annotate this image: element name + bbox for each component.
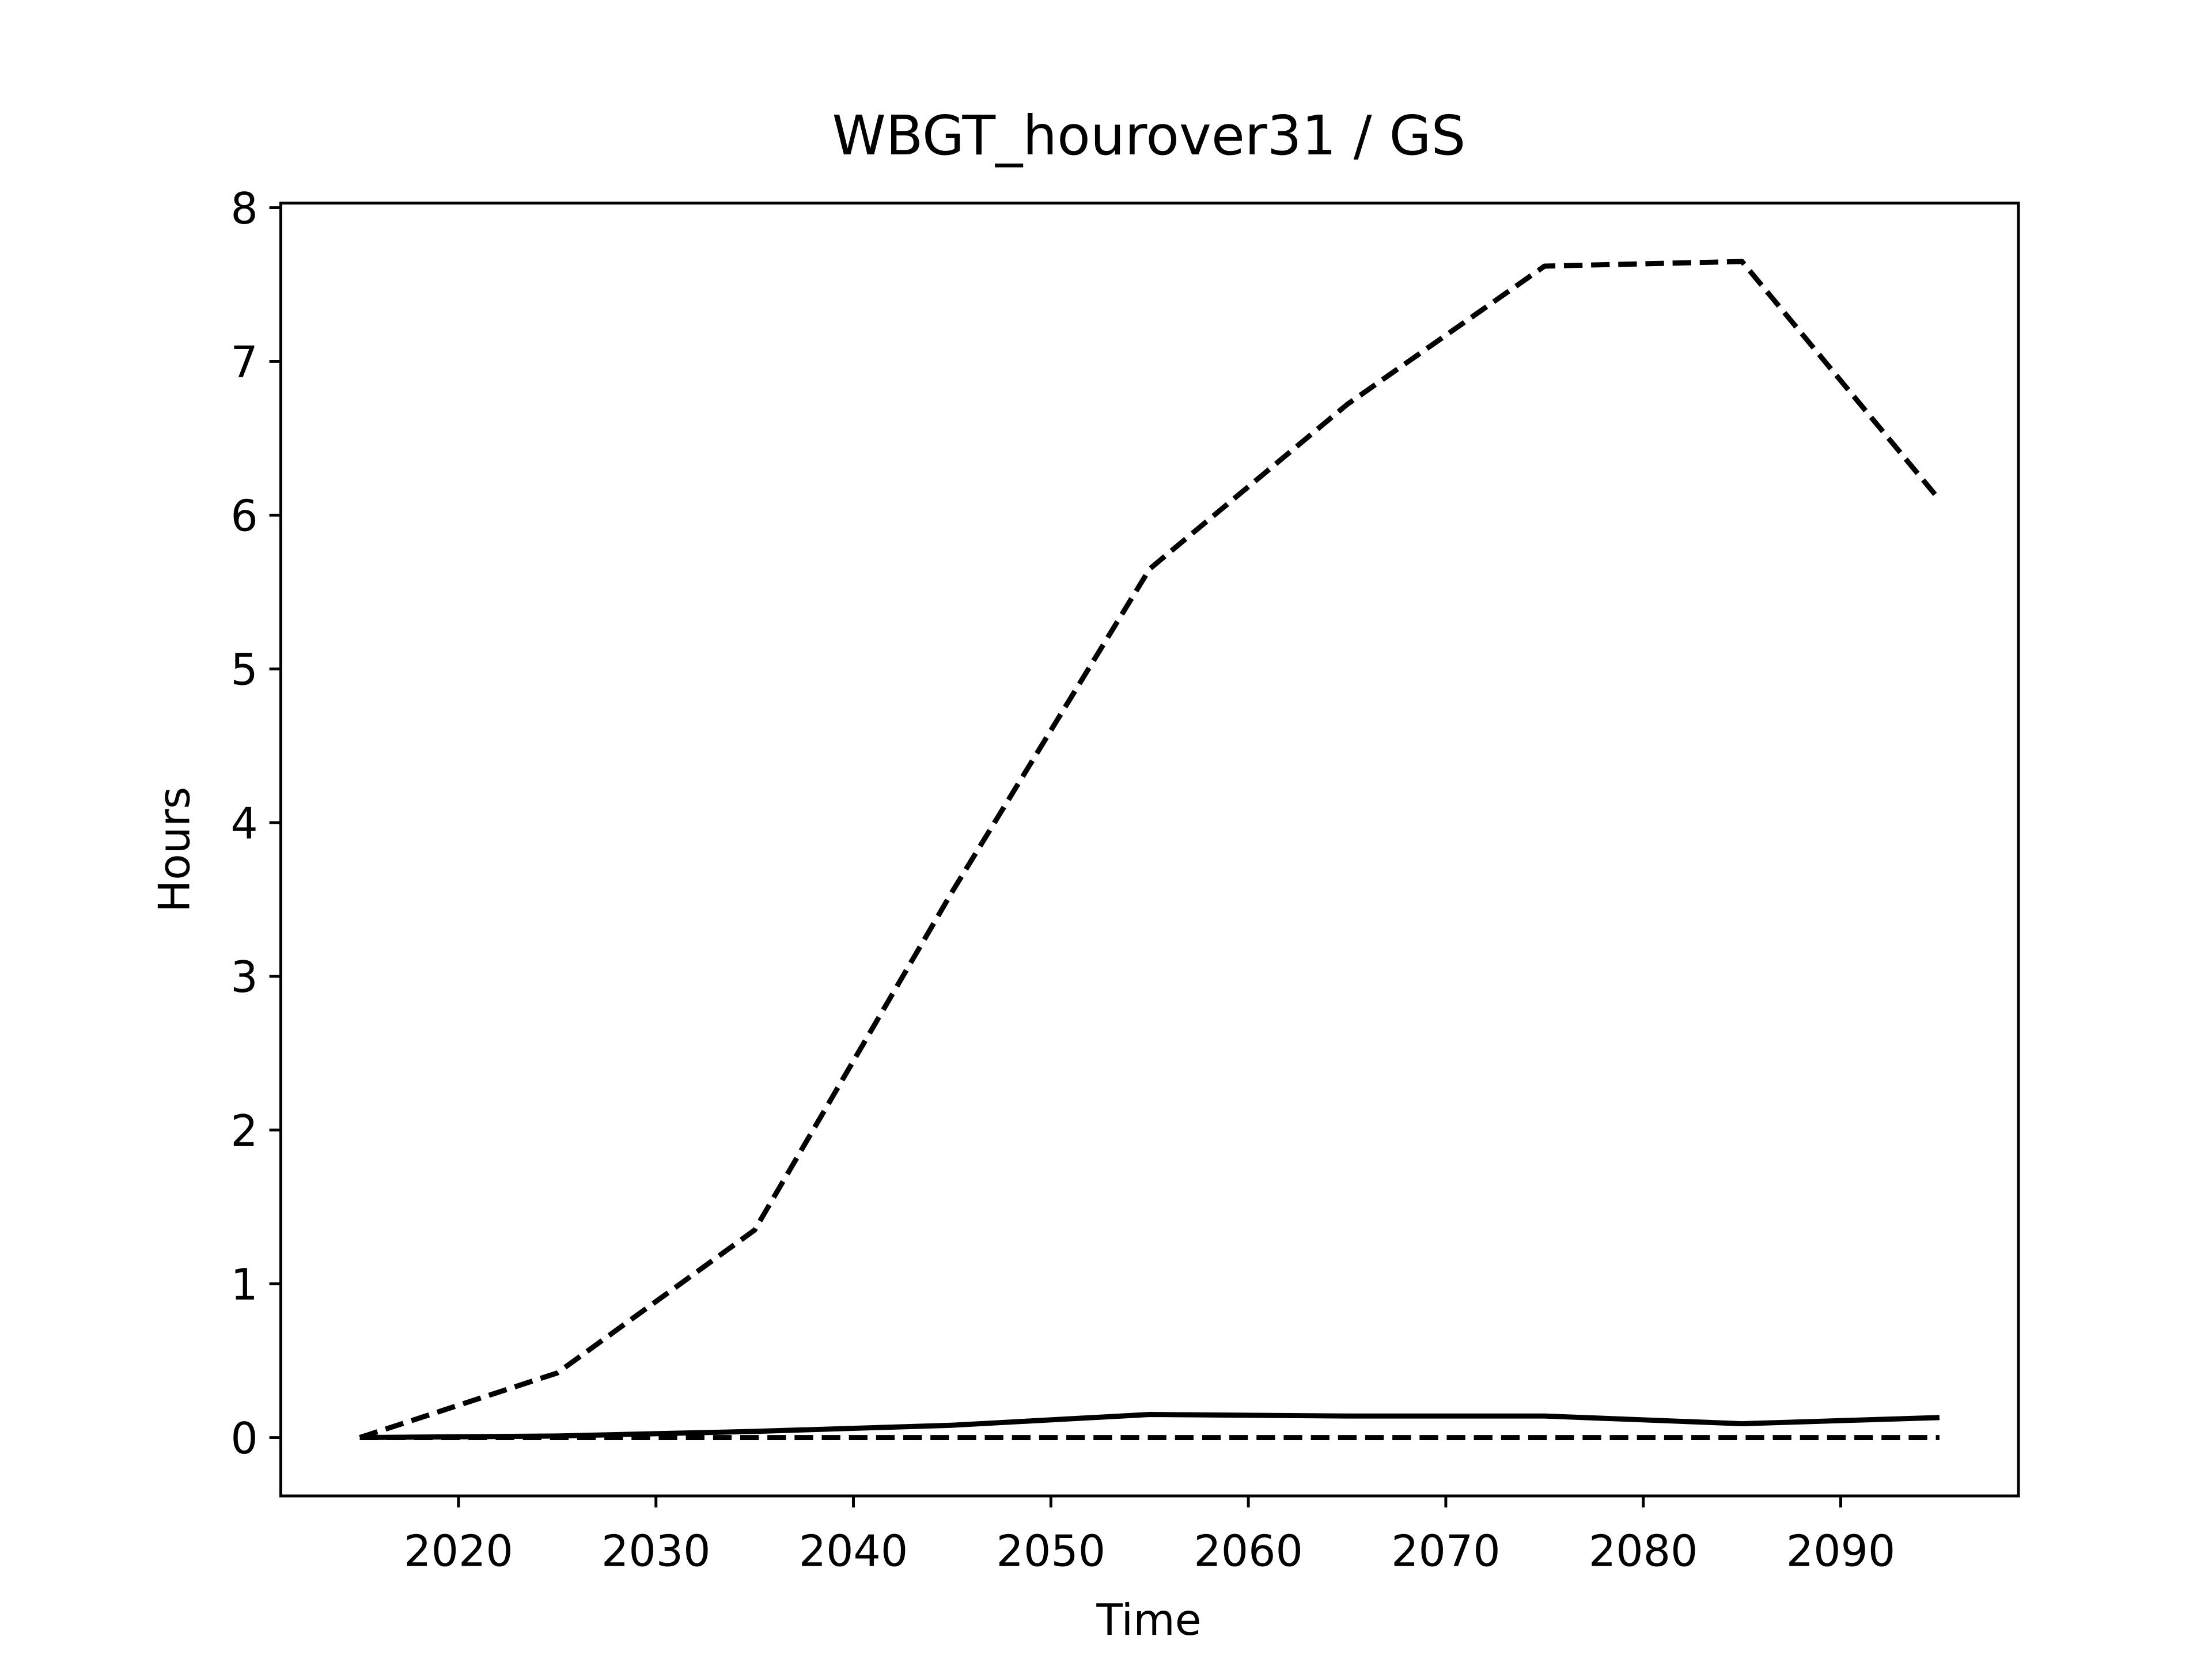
y-axis-label: Hours [150, 787, 200, 912]
y-tick-label: 2 [230, 1106, 257, 1156]
x-tick-label: 2020 [404, 1527, 513, 1577]
x-tick-label: 2090 [1786, 1527, 1896, 1577]
y-tick-label: 6 [230, 491, 257, 541]
y-tick-label: 3 [230, 952, 257, 1002]
y-tick-label: 1 [230, 1260, 257, 1310]
plot-frame [279, 202, 2020, 1498]
x-tick-label: 2060 [1194, 1527, 1303, 1577]
x-tick-label: 2070 [1391, 1527, 1501, 1577]
y-tick-label: 4 [230, 798, 257, 849]
chart-title: WBGT_hourover31 / GS [832, 104, 1466, 168]
x-tick-label: 2050 [997, 1527, 1106, 1577]
x-tick-label: 2040 [799, 1527, 908, 1577]
y-tick-label: 7 [230, 338, 257, 388]
y-tick-label: 8 [230, 184, 257, 234]
line-series [359, 1412, 1940, 1441]
y-tick-label: 5 [230, 645, 257, 695]
x-tick-label: 2030 [601, 1527, 711, 1577]
y-tick-label: 0 [230, 1414, 257, 1464]
x-tick-label: 2080 [1589, 1527, 1698, 1577]
x-axis-label: Time [1096, 1595, 1201, 1645]
line-series [359, 259, 1942, 1440]
